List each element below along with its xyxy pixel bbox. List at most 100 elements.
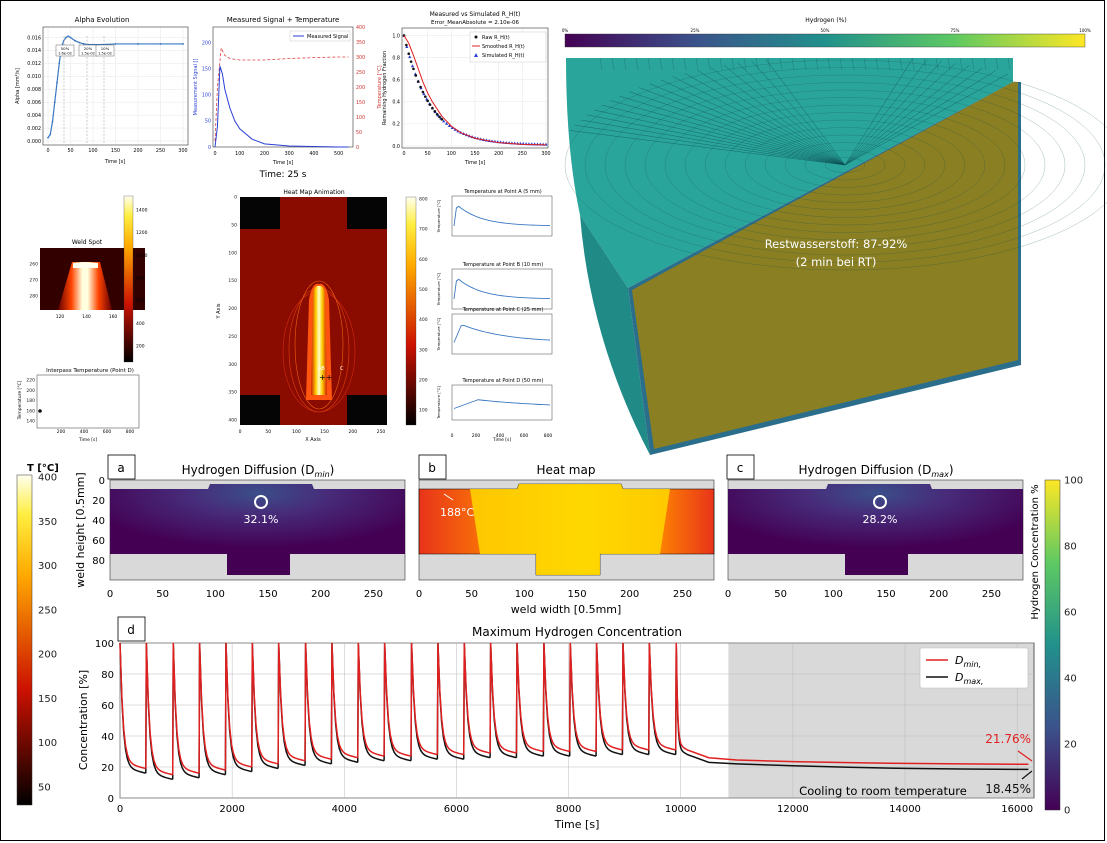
heatmap-anim-ytick: 300 — [228, 362, 237, 368]
heatmap-anim-cbar-tick: 800 — [419, 197, 428, 203]
hyd-cbar-label: Hydrogen Concentration % — [1030, 484, 1041, 619]
panel-xtick: 250 — [673, 589, 692, 600]
remaining-legend-simulated: Simulated R_H(t) — [482, 53, 525, 59]
remaining-raw-point — [412, 67, 415, 71]
legend-dmin: Dmin, — [955, 654, 981, 669]
signal-series-line — [214, 65, 349, 148]
panel-a-max-marker — [254, 495, 268, 509]
temp-cbar-tick: 100 — [38, 738, 57, 749]
panel-xtick: 50 — [465, 589, 478, 600]
remaining-hydrogen-chart: Measured vs Simulated R_H(t) Error_MeanA… — [382, 11, 551, 166]
heatmap-anim-title: Heat Map Animation — [283, 189, 344, 196]
weld-spot-ytick: 280 — [29, 294, 38, 300]
temp-cbar-tick: 250 — [38, 605, 57, 616]
remaining-ytick: 0.2 — [392, 122, 400, 128]
signal-ytick-left: 0 — [208, 145, 211, 151]
panel-b-value: 188°C — [440, 506, 474, 519]
temp-cbar-tick: 300 — [38, 561, 57, 572]
alpha-ytick: 0.010 — [27, 74, 41, 80]
heatmap-anim-ytick: 0 — [234, 195, 237, 201]
hyd-cbar-tick: 60 — [1064, 608, 1077, 619]
interpass-xtick: 200 — [57, 429, 66, 435]
point-plot-title: Temperature at Point D (50 mm) — [462, 378, 544, 384]
panel-xtick: 150 — [876, 589, 895, 600]
point-temperature-plots: Temperature at Point A (5 mm) Temperature… — [436, 189, 552, 443]
temperature-series-line — [214, 46, 349, 142]
weld-spot-ytick: 270 — [29, 278, 38, 284]
panel-d-xtick: 2000 — [219, 804, 244, 815]
signal-temperature-chart: Measured Signal + Temperature Measuremen… — [193, 16, 383, 166]
interpass-title: Interpass Temperature (Point D) — [46, 368, 134, 374]
remaining-title: Measured vs Simulated R_H(t) — [430, 11, 521, 18]
signal-xtick: 500 — [334, 151, 343, 157]
panel-d-xtick: 0 — [117, 804, 123, 815]
panel-d-xtick: 12000 — [777, 804, 809, 815]
alpha-ytick: 0.008 — [27, 87, 41, 93]
heatmap-anim-ytick: 100 — [228, 250, 237, 256]
alpha-marker-val: 1.5e-02 — [98, 52, 112, 56]
remaining-raw-point — [407, 52, 411, 56]
weld-spot-cbar-tick: 1400 — [136, 208, 148, 214]
remaining-xlabel: Time [s] — [464, 160, 485, 166]
heatmap-point-ab: AB — [318, 366, 325, 372]
point-plot-title: Temperature at Point B (10 mm) — [462, 262, 544, 268]
alpha-evolution-chart: Alpha Evolution Alpha [mm²/s] Time [s] 0… — [15, 16, 189, 165]
point-plot-title: Temperature at Point A (5 mm) — [463, 189, 541, 195]
remaining-legend-raw: Raw R_H(t) — [482, 35, 510, 41]
panel-d-ytick: 60 — [101, 701, 114, 712]
signal-ytick-left: 200 — [202, 40, 211, 46]
remaining-xtick: 0 — [402, 151, 405, 157]
alpha-xtick: 0 — [46, 148, 49, 154]
temp-cbar-tick: 200 — [38, 650, 57, 661]
point-plot-xtick: 0 — [451, 433, 454, 439]
alpha-ytick: 0.000 — [27, 139, 41, 145]
hyd-cbar-tick: 40 — [1064, 674, 1077, 685]
panel-d-xlabel: Time [s] — [554, 818, 600, 831]
point-plot-title: Temperature at Point C (25 mm) — [462, 307, 544, 313]
signal-ytick-right: 200 — [356, 85, 365, 91]
panel-xtick: 0 — [107, 589, 113, 600]
remaining-xtick: 100 — [447, 151, 456, 157]
hyd-cbar-tick: 20 — [1064, 740, 1077, 751]
hyd-cbar-tick: 100 — [1064, 476, 1083, 487]
point-plot-line — [453, 324, 551, 343]
panel-xtick: 0 — [725, 589, 731, 600]
alpha-ytick: 0.006 — [27, 100, 41, 106]
hydrogen-bar-tick: 100% — [1079, 28, 1091, 33]
heatmap-anim-ytick: 350 — [228, 390, 237, 396]
signal-ytick-right: 400 — [356, 25, 365, 31]
signal-xtick: 300 — [285, 151, 294, 157]
alpha-ytick: 0.002 — [27, 126, 41, 132]
heatmap-anim-cbar-tick: 100 — [419, 408, 428, 414]
interpass-point — [38, 409, 42, 413]
remaining-ytick: 0.6 — [392, 78, 400, 84]
interpass-ytick: 200 — [26, 388, 35, 394]
remaining-raw-point — [431, 106, 434, 110]
temp-cbar-title: T [°C] — [27, 463, 59, 474]
interpass-ytick: 220 — [26, 378, 35, 384]
remaining-raw-point — [426, 99, 429, 103]
weld-spot-cbar-tick: 400 — [136, 321, 145, 327]
temperature-colorbar: T [°C] 400 350 300 250 200 150 100 50 — [16, 463, 59, 806]
signal-ytick-left: 150 — [202, 67, 211, 73]
alpha-ylabel: Alpha [mm²/s] — [15, 68, 21, 104]
hyd-cbar-tick: 0 — [1064, 806, 1070, 817]
cooling-label: Cooling to room temperature — [799, 784, 967, 798]
panel-ytick: 60 — [92, 536, 105, 547]
panel-d-ytick: 80 — [101, 670, 114, 681]
temp-cbar-tick: 350 — [38, 517, 57, 528]
alpha-xtick: 250 — [156, 148, 165, 154]
panel-ytick: 40 — [92, 516, 105, 527]
interpass-xlabel: Time [s] — [78, 437, 98, 443]
panel-d-letter: d — [127, 623, 135, 637]
point-plot: Temperature at Point B (10 mm) Temperatur… — [436, 262, 553, 310]
weld-spot-title: Weld Spot — [72, 239, 103, 246]
temp-cbar-tick: 50 — [38, 783, 51, 794]
panel-c-max-marker — [873, 495, 887, 509]
point-plot-line — [453, 205, 551, 227]
heatmap-anim-cbar-tick: 700 — [419, 227, 428, 233]
remaining-xtick: 50 — [425, 151, 431, 157]
hyd-cbar-tick: 80 — [1064, 542, 1077, 553]
point-plot-ylabel: Temperature [°C] — [436, 317, 441, 351]
